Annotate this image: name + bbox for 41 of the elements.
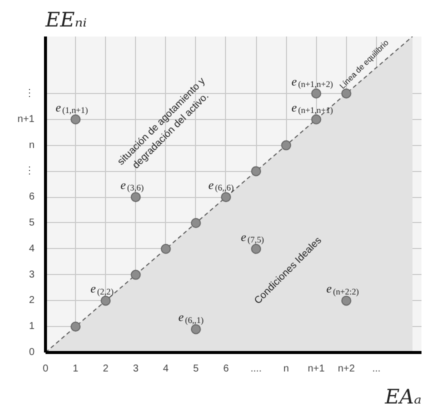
point [281, 140, 292, 150]
y-tick-label: 0 [28, 347, 35, 358]
y-tick-label: 5 [28, 217, 35, 228]
x-tick-label: 3 [132, 364, 139, 374]
point [70, 114, 81, 124]
x-tick-label: 1 [72, 364, 79, 374]
x-tick-label: 6 [223, 364, 230, 374]
y-tick-label: 1 [28, 321, 35, 332]
y-tick-label: n+1 [18, 114, 35, 125]
point [311, 88, 322, 98]
x-tick-label: 4 [163, 364, 170, 374]
x-tick-label: 5 [193, 364, 200, 374]
x-tick-label: 0 [42, 364, 49, 374]
x-tick-label: n+1 [308, 364, 326, 374]
x-axis-title: EAₐ [384, 384, 422, 408]
y-tick-label: 4 [28, 243, 35, 254]
y-tick-label: 3 [28, 269, 35, 280]
point [130, 192, 141, 202]
point [160, 244, 171, 254]
point [220, 192, 231, 202]
x-tick-label: 2 [102, 364, 109, 374]
y-tick-label: 6 [28, 192, 35, 203]
point [311, 114, 322, 124]
point [251, 166, 262, 176]
point [341, 88, 352, 98]
point [190, 218, 201, 228]
point [341, 296, 352, 306]
x-tick-label: .... [250, 364, 262, 374]
y-tick-label: 2 [28, 295, 35, 306]
point [70, 322, 81, 332]
point [251, 244, 262, 254]
x-tick-label: ... [372, 364, 381, 374]
y-axis-title: EEₙᵢ [44, 8, 87, 32]
y-tick-label: ⋮ [24, 88, 34, 99]
x-tick-label: n+2 [338, 364, 356, 374]
point [130, 270, 141, 280]
point [100, 296, 111, 306]
x-tick-label: n [283, 364, 289, 374]
y-tick-label: n [28, 140, 34, 151]
point [190, 324, 201, 334]
y-tick-label: ⋮ [24, 166, 34, 177]
